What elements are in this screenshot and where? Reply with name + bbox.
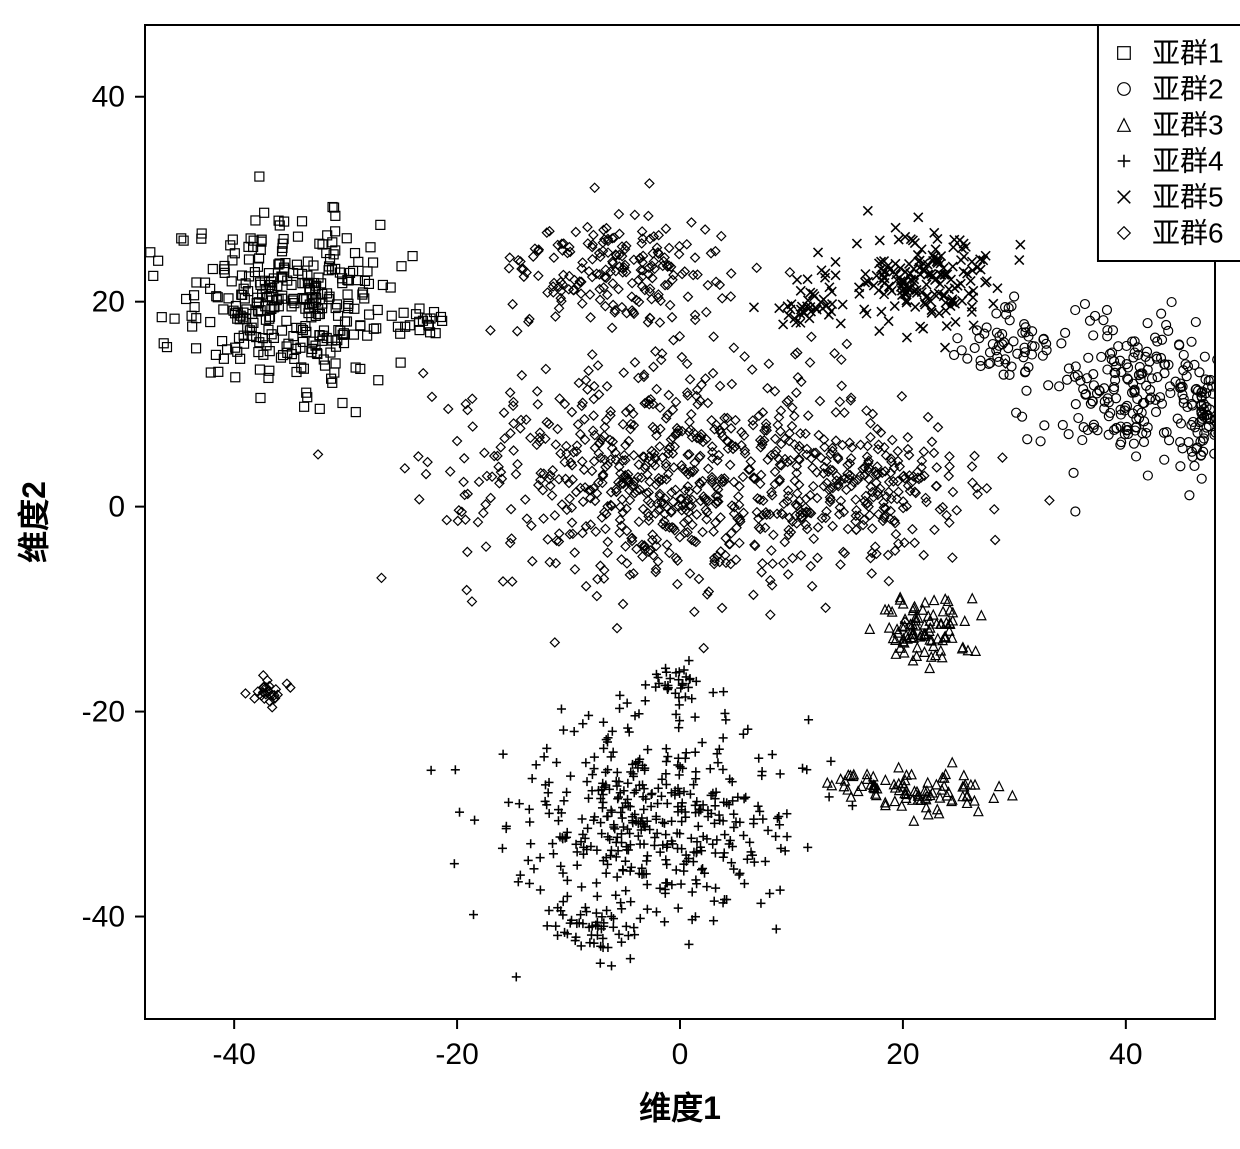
x-tick-label: 0 xyxy=(672,1038,689,1071)
x-tick-label: -20 xyxy=(435,1038,478,1071)
legend-label: 亚群1 xyxy=(1152,37,1224,68)
y-tick-label: 40 xyxy=(92,81,125,114)
y-tick-label: 20 xyxy=(92,286,125,319)
legend-label: 亚群5 xyxy=(1152,181,1224,212)
y-tick-label: -20 xyxy=(82,696,125,729)
y-axis-label: 维度2 xyxy=(16,481,52,563)
legend-label: 亚群3 xyxy=(1152,109,1224,140)
y-tick-label: -40 xyxy=(82,901,125,934)
x-axis-label: 维度1 xyxy=(639,1090,721,1126)
y-tick-label: 0 xyxy=(108,491,125,524)
x-tick-label: 40 xyxy=(1109,1038,1142,1071)
legend-label: 亚群4 xyxy=(1152,145,1224,176)
chart-container: -40 -20 0 20 40 -40 -20 0 20 40 维度1 维度2 亚群1 亚群2 亚群3 亚群4… xyxy=(0,0,1240,1149)
legend-label: 亚群2 xyxy=(1152,73,1224,104)
scatter-plot: -40 -20 0 20 40 -40 -20 0 20 40 维度1 维度2 亚群1 亚群2 亚群3 亚群4… xyxy=(0,0,1240,1149)
legend-label: 亚群6 xyxy=(1152,217,1224,248)
x-tick-label: 20 xyxy=(886,1038,919,1071)
x-tick-label: -40 xyxy=(212,1038,255,1071)
